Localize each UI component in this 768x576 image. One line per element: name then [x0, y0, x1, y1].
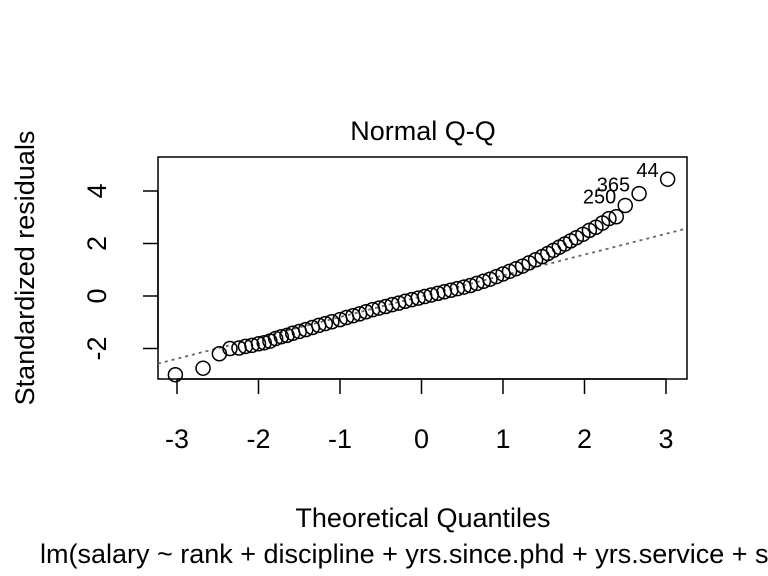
- data-point: [608, 208, 625, 225]
- x-tick-label: 1: [495, 424, 510, 454]
- data-point: [601, 210, 617, 227]
- data-point: [324, 313, 340, 330]
- x-tick-label: -3: [165, 424, 189, 454]
- x-tick-label: 0: [414, 424, 429, 454]
- x-tick-label: -1: [328, 424, 352, 454]
- y-tick-label: -2: [82, 336, 112, 360]
- data-point: [617, 197, 633, 214]
- data-point: [222, 340, 238, 357]
- points-layer: [167, 171, 676, 383]
- data-point: [167, 367, 184, 383]
- x-axis: -3 -2 -1 0 1 2 3: [165, 378, 674, 454]
- y-axis-label: Standardized residuals: [10, 131, 40, 406]
- y-tick-label: 4: [82, 183, 112, 198]
- y-tick-label: 2: [82, 236, 112, 251]
- data-point: [273, 328, 290, 345]
- data-point: [495, 266, 511, 282]
- model-formula: lm(salary ~ rank + discipline + yrs.sinc…: [40, 539, 768, 569]
- data-point: [508, 260, 524, 277]
- point-label: 250: [583, 186, 616, 208]
- data-point: [244, 337, 260, 354]
- data-point: [250, 336, 267, 352]
- reference-line: [157, 227, 688, 365]
- point-label: 44: [636, 160, 658, 182]
- point-label: 365: [597, 175, 630, 197]
- x-tick-label: -2: [246, 424, 270, 454]
- y-axis: -2 0 2 4: [82, 183, 159, 361]
- x-tick-label: 3: [658, 424, 673, 454]
- data-point: [631, 185, 647, 202]
- data-point: [488, 268, 505, 285]
- y-tick-label: 0: [82, 288, 112, 303]
- data-point: [195, 360, 211, 376]
- data-point: [659, 171, 676, 187]
- data-point: [256, 334, 272, 351]
- data-point: [482, 271, 498, 287]
- data-point: [317, 315, 334, 332]
- data-point: [501, 263, 518, 280]
- chart-title: Normal Q-Q: [350, 116, 496, 146]
- x-tick-label: 2: [577, 424, 592, 454]
- x-axis-label: Theoretical Quantiles: [295, 503, 550, 533]
